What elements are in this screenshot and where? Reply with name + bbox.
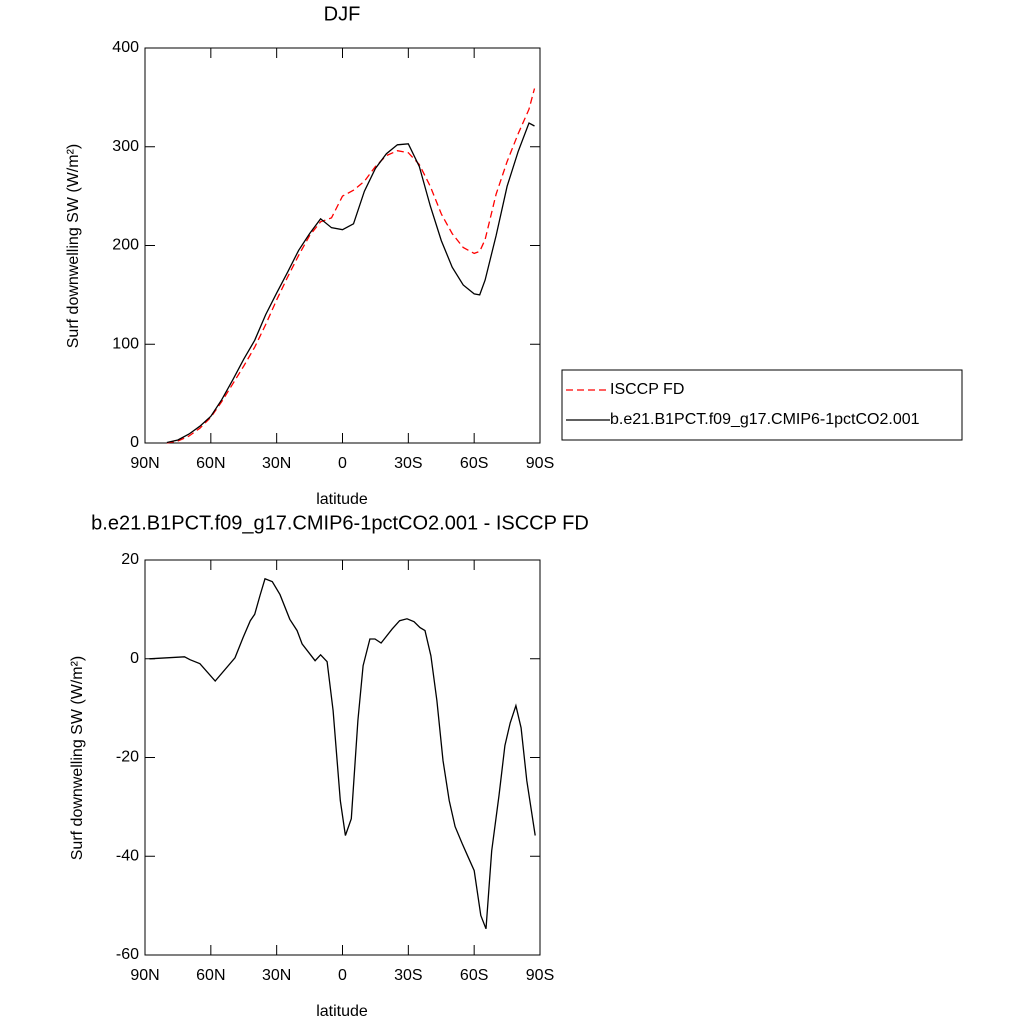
chart-title: DJF bbox=[324, 3, 361, 25]
x-tick-label: 0 bbox=[338, 967, 347, 984]
x-tick-label: 30S bbox=[394, 455, 422, 472]
legend-box bbox=[561, 369, 963, 441]
x-tick-label: 60N bbox=[196, 455, 225, 472]
x-tick-label: 90N bbox=[130, 967, 159, 984]
x-tick-label: 30S bbox=[394, 967, 422, 984]
x-tick-label: 60S bbox=[460, 967, 488, 984]
data-line bbox=[149, 577, 536, 930]
x-axis-label: latitude bbox=[316, 1003, 368, 1020]
data-line bbox=[166, 88, 536, 444]
y-tick-label: 0 bbox=[130, 650, 139, 667]
x-tick-label: 30N bbox=[262, 455, 291, 472]
y-tick-label: 0 bbox=[130, 434, 139, 451]
y-axis-label: Surf downwelling SW (W/m²) bbox=[69, 656, 86, 860]
legend-label: ISCCP FD bbox=[610, 381, 684, 398]
x-tick-label: 60N bbox=[196, 967, 225, 984]
legend-label: b.e21.B1PCT.f09_g17.CMIP6-1pctCO2.001 bbox=[610, 411, 920, 428]
x-axis-label: latitude bbox=[316, 491, 368, 508]
x-tick-label: 90N bbox=[130, 455, 159, 472]
plot-frame bbox=[144, 47, 541, 444]
y-tick-label: -20 bbox=[116, 749, 139, 766]
x-tick-label: 90S bbox=[526, 455, 554, 472]
x-tick-label: 90S bbox=[526, 967, 554, 984]
y-tick-label: 100 bbox=[112, 335, 139, 352]
x-tick-label: 30N bbox=[262, 967, 291, 984]
y-tick-label: -40 bbox=[116, 847, 139, 864]
y-tick-label: 200 bbox=[112, 237, 139, 254]
x-tick-label: 0 bbox=[338, 455, 347, 472]
y-tick-label: 400 bbox=[112, 39, 139, 56]
data-line bbox=[166, 122, 535, 444]
x-tick-label: 60S bbox=[460, 455, 488, 472]
chart-title: b.e21.B1PCT.f09_g17.CMIP6-1pctCO2.001 - … bbox=[91, 512, 589, 534]
y-tick-label: -60 bbox=[116, 946, 139, 963]
y-tick-label: 20 bbox=[121, 551, 139, 568]
plot-frame bbox=[144, 559, 541, 956]
y-tick-label: 300 bbox=[112, 138, 139, 155]
y-axis-label: Surf downwelling SW (W/m²) bbox=[65, 144, 82, 348]
